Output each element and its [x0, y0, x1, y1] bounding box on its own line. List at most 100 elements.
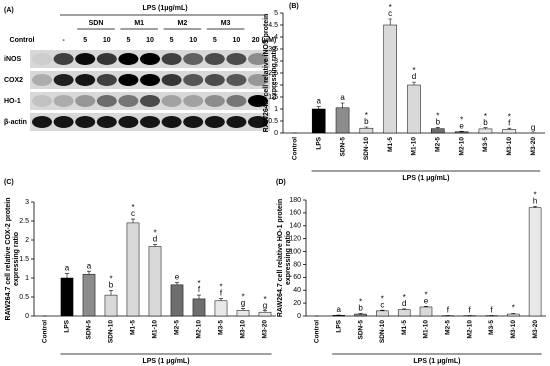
x-tick-label: M1-10	[152, 320, 159, 339]
x-tick-label: M3-20	[530, 137, 537, 156]
x-tick-label: M1-10	[411, 137, 418, 156]
band	[96, 95, 117, 107]
significance-star: *	[512, 304, 515, 313]
x-tick-label: LPS	[315, 136, 322, 149]
panel-label: (C)	[4, 179, 14, 186]
bar	[431, 128, 445, 134]
significance-letter: b	[364, 117, 369, 126]
band	[226, 74, 247, 86]
significance-star: *	[424, 290, 427, 299]
y-axis-label: expressing ratio	[285, 231, 292, 285]
error-bar	[358, 313, 363, 315]
significance-letter: b	[483, 118, 488, 127]
lane-label: 10	[233, 37, 241, 44]
x-tick-label: LPS	[335, 319, 342, 332]
band	[118, 53, 139, 65]
error-bar	[219, 298, 223, 301]
significance-letter: g	[241, 299, 245, 308]
band	[204, 116, 225, 128]
y-tick-label: 100	[289, 248, 301, 255]
bar	[397, 309, 411, 317]
band	[53, 95, 74, 107]
significance-letter: f	[490, 306, 493, 315]
x-tick-label: SDN-5	[357, 320, 364, 340]
x-tick-label: M2-5	[445, 320, 452, 335]
band	[161, 116, 182, 128]
error-bar	[109, 290, 113, 296]
band	[53, 53, 74, 65]
y-tick-label: 1	[25, 275, 29, 282]
y-tick-label: 0	[297, 313, 301, 320]
significance-star: *	[460, 115, 463, 124]
x-tick-label: Control	[314, 320, 321, 343]
band	[140, 53, 160, 65]
x-tick-label: M1-10	[423, 320, 430, 339]
significance-letter: a	[65, 264, 70, 273]
band	[75, 74, 96, 86]
band	[183, 116, 204, 128]
band	[140, 95, 160, 107]
bar	[407, 84, 421, 134]
significance-letter: a	[317, 97, 322, 106]
significance-star: *	[365, 111, 368, 120]
error-bar	[364, 126, 369, 129]
y-tick-label: 3	[25, 199, 29, 206]
significance-letter: c	[380, 300, 384, 309]
bar	[126, 222, 140, 317]
x-tick-label: M3-5	[488, 320, 495, 335]
significance-letter: c	[388, 9, 392, 18]
significance-letter: b	[358, 304, 363, 313]
y-tick-label: 60	[293, 274, 301, 281]
lane-label: 10	[103, 37, 111, 44]
significance-letter: f	[198, 285, 201, 294]
band	[183, 53, 204, 65]
error-bar	[340, 102, 345, 108]
bar	[359, 127, 374, 134]
y-tick-label: 120	[289, 236, 301, 243]
significance-star: *	[381, 294, 384, 303]
x-tick-label: M2-10	[466, 320, 473, 339]
y-tick-label: 0.5	[19, 294, 29, 301]
error-bar	[402, 308, 407, 310]
lane-label: 10	[146, 37, 154, 44]
significance-letter: b	[436, 118, 441, 127]
y-tick-label: 2.5	[268, 70, 278, 77]
band	[118, 95, 139, 107]
error-bar	[435, 127, 440, 129]
error-bar	[263, 310, 267, 313]
significance-star: *	[153, 229, 156, 238]
band	[226, 53, 247, 65]
bar	[507, 313, 520, 317]
panel-label: (D)	[276, 179, 286, 186]
error-bar	[87, 270, 91, 275]
error-bar	[197, 294, 201, 299]
lane-label: 5	[213, 37, 217, 44]
band	[183, 74, 204, 86]
x-tick-label: M3-20	[262, 320, 269, 339]
y-tick-label: 4.5	[268, 22, 278, 29]
band	[161, 53, 182, 65]
bar	[214, 300, 228, 317]
y-tick-label: 3	[274, 58, 278, 65]
significance-letter: c	[131, 209, 135, 218]
significance-letter: a	[337, 305, 342, 314]
significance-letter: d	[402, 299, 406, 308]
band	[75, 116, 96, 128]
band	[140, 116, 160, 128]
significance-star: *	[484, 112, 487, 121]
x-axis-label: LPS (1 μg/mL)	[402, 175, 449, 182]
bar	[192, 298, 206, 317]
bar	[376, 310, 389, 317]
y-tick-label: 2	[25, 237, 29, 244]
lane-label: Control	[10, 37, 35, 44]
error-bar	[241, 308, 245, 311]
treatment-label: LPS (1μg/mL)	[142, 5, 187, 12]
error-bar	[380, 309, 385, 311]
y-tick-label: 1.5	[19, 256, 29, 263]
x-tick-label: Control	[42, 320, 49, 343]
bar	[332, 315, 345, 317]
band	[226, 116, 247, 128]
lane-label: -	[62, 37, 65, 44]
significance-letter: d	[153, 235, 157, 244]
band	[248, 95, 268, 107]
